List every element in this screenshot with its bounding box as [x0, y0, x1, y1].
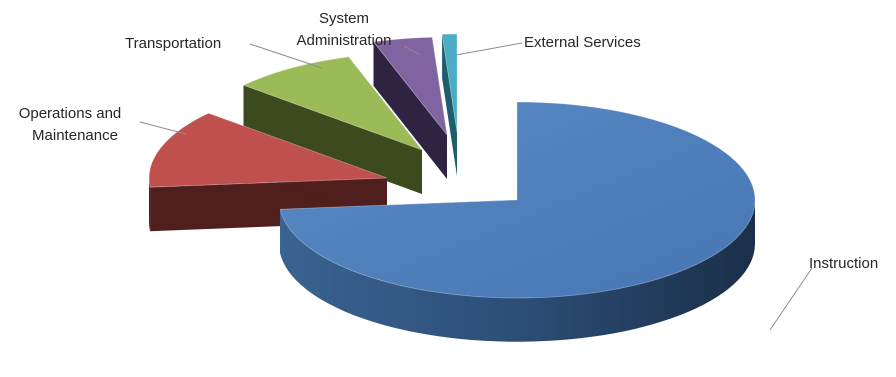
slice-external-services	[441, 33, 458, 177]
sysadmin-leader-line	[403, 45, 421, 56]
slice-wall-start	[373, 41, 447, 179]
operations-label-line1: Operations and	[19, 105, 122, 122]
transportation-label: Transportation	[125, 35, 221, 52]
slice-wall-start	[442, 34, 457, 177]
slice-top-face	[148, 112, 388, 188]
transportation-leader-line	[249, 43, 323, 69]
slice-system-administration	[372, 36, 448, 180]
sysadmin-label-line1: System	[319, 10, 369, 27]
slice-outer-side	[280, 200, 755, 342]
slice-top-face	[279, 101, 756, 299]
instruction-leader-line	[769, 267, 813, 331]
external-leader-line	[455, 42, 523, 56]
operations-leader-line	[139, 121, 187, 135]
slice-top-face	[372, 36, 448, 137]
slice-top-face	[242, 56, 424, 151]
slice-transportation	[242, 56, 424, 194]
slice-outer-side	[149, 178, 151, 232]
slice-top-face	[441, 33, 458, 133]
operations-label-line2: Maintenance	[32, 127, 118, 144]
slice-wall-start	[243, 85, 422, 194]
sysadmin-label-line2: Administration	[296, 32, 391, 49]
instruction-label: Instruction	[809, 255, 878, 272]
external-services-label: External Services	[524, 34, 641, 51]
slice-instruction	[279, 101, 756, 342]
